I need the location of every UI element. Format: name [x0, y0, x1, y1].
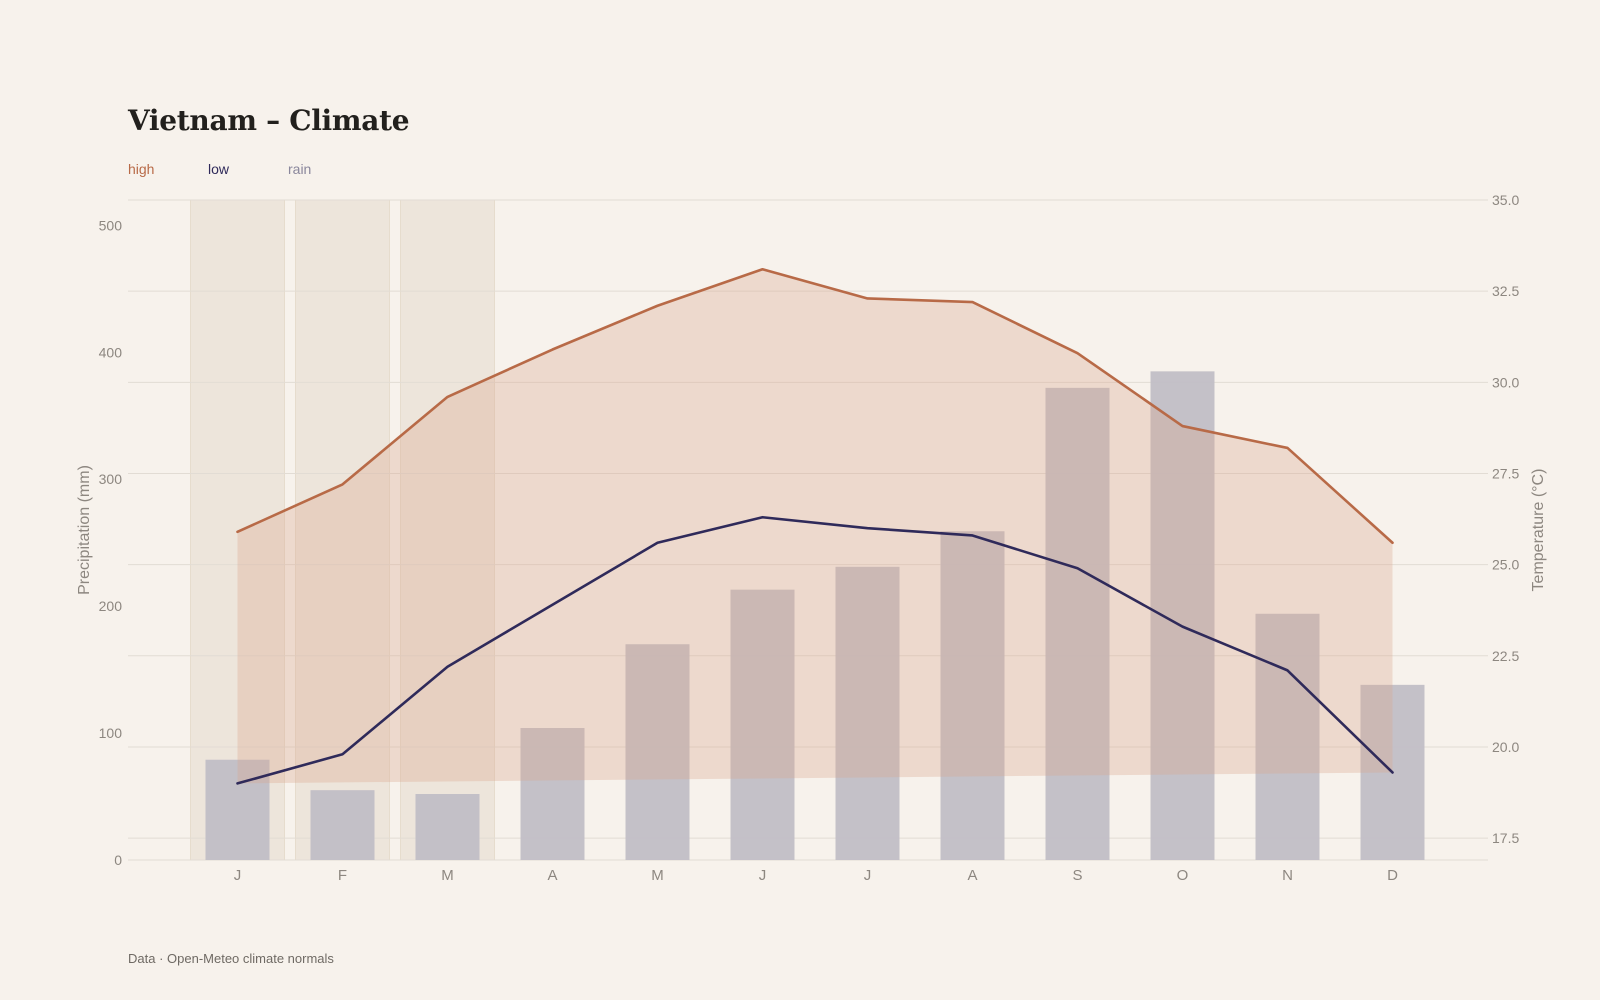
- rain-bar-J: [835, 566, 900, 860]
- temperature-area: [237, 269, 1393, 784]
- legend-item-high: high: [128, 161, 155, 177]
- y-left-tick-label: 100: [99, 725, 123, 741]
- rain-bar-M: [415, 794, 480, 860]
- x-tick-label: F: [338, 867, 347, 884]
- y-right-tick-label: 32.5: [1492, 283, 1519, 299]
- x-tick-label: J: [759, 867, 767, 884]
- y-right-tick-label: 35.0: [1492, 192, 1519, 208]
- x-tick-label: J: [234, 867, 242, 884]
- rain-bar-F: [310, 790, 375, 860]
- y-right-tick-label: 22.5: [1492, 648, 1519, 664]
- chart-title: Vietnam – Climate: [128, 104, 410, 137]
- legend-item-low: low: [208, 161, 230, 177]
- y-left-tick-label: 0: [114, 852, 122, 868]
- rain-bar-N: [1255, 613, 1320, 860]
- rain-bar-A: [940, 531, 1005, 860]
- x-tick-label: A: [547, 867, 557, 884]
- temperature-lines: [236, 267, 1394, 785]
- y-left-tick-label: 500: [99, 217, 123, 233]
- rain-bar-S: [1045, 387, 1110, 860]
- y-right-tick-label: 25.0: [1492, 557, 1519, 573]
- x-tick-label: N: [1282, 867, 1293, 884]
- x-tick-label: J: [864, 867, 872, 884]
- source-note: Data · Open-Meteo climate normals: [128, 951, 334, 966]
- temperature-range-area: [237, 269, 1393, 784]
- y-left-tick-label: 400: [99, 344, 123, 360]
- rain-bar-M: [625, 644, 690, 860]
- y-left-tick-label: 200: [99, 598, 123, 614]
- rain-bar-A: [520, 728, 585, 860]
- x-tick-label: S: [1072, 867, 1082, 884]
- y-right-tick-label: 20.0: [1492, 739, 1519, 755]
- highlight-bands: [190, 199, 495, 861]
- highlight-band-1: [295, 199, 390, 861]
- y-axis-left-title: Precipitation (mm): [76, 465, 93, 595]
- y-left-tick-label: 300: [99, 471, 123, 487]
- rain-bars: [205, 371, 1425, 860]
- axis-ticks: 0 100 200 300 400 500 17.5 20.0 22.5 25.0 27.5 30.0…: [99, 192, 1520, 884]
- y-right-tick-label: 17.5: [1492, 830, 1519, 846]
- highlight-band-2: [400, 199, 495, 861]
- x-tick-label: M: [651, 867, 664, 884]
- x-tick-label: M: [441, 867, 454, 884]
- y-right-tick-label: 30.0: [1492, 374, 1519, 390]
- highlight-band-0: [190, 199, 285, 861]
- x-tick-label: D: [1387, 867, 1398, 884]
- y-right-tick-label: 27.5: [1492, 465, 1519, 481]
- y-axis-right-title: Temperature (°C): [1530, 469, 1547, 592]
- x-tick-label: A: [967, 867, 977, 884]
- high-line: [236, 267, 1394, 545]
- rain-bar-J: [730, 589, 795, 860]
- low-line: [236, 515, 1394, 785]
- legend-item-rain: rain: [288, 161, 312, 177]
- x-tick-label: O: [1177, 867, 1189, 884]
